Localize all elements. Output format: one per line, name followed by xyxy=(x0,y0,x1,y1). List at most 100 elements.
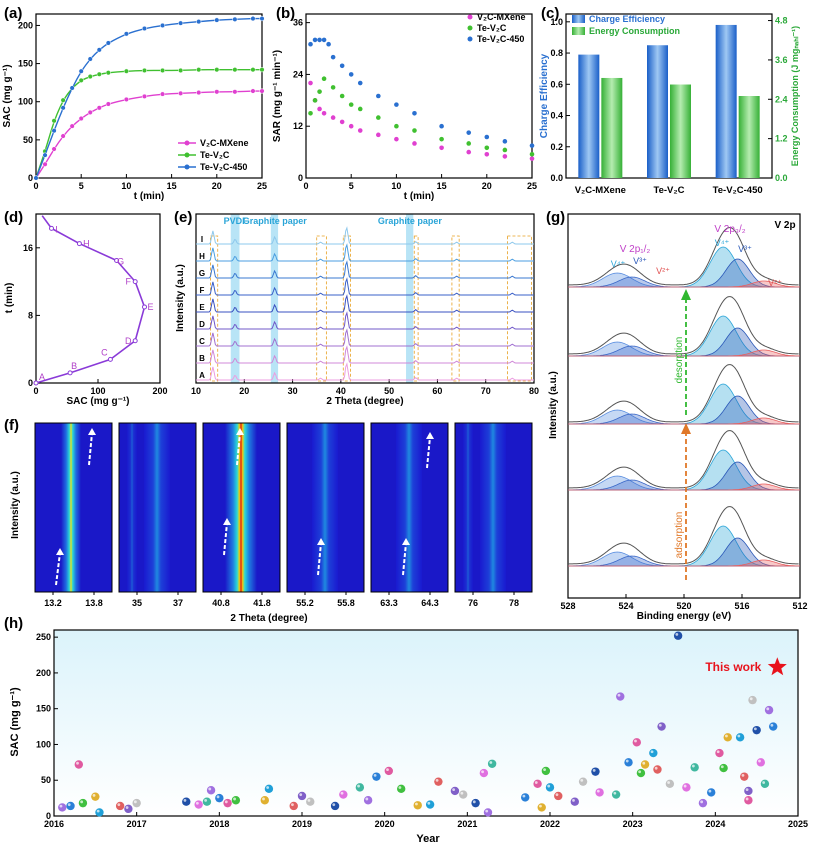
panel-label-e: (e) xyxy=(174,209,192,226)
bar-energy-consumption xyxy=(670,84,691,178)
data-point xyxy=(178,20,184,26)
data-point-highlight xyxy=(708,789,712,793)
arrow-head xyxy=(88,428,96,435)
x-tick-label: 50 xyxy=(384,386,394,396)
y-axis-title: Intensity (a.u.) xyxy=(175,264,186,332)
data-point xyxy=(123,68,129,74)
data-point xyxy=(115,801,125,811)
y-axis-title: SAR (mg g⁻¹ min⁻¹) xyxy=(272,50,283,142)
x-tick-label: 78 xyxy=(509,598,519,608)
x-tick-label: 2017 xyxy=(127,819,147,829)
series-label: F xyxy=(200,286,205,295)
dashed-box xyxy=(507,235,532,382)
xrd-pattern-line xyxy=(196,294,534,313)
legend-label: Te-V₂C-450 xyxy=(477,34,524,44)
y2-tick-label: 2.4 xyxy=(775,94,788,104)
dashed-box xyxy=(342,235,351,382)
this-work-label: This work xyxy=(705,660,761,674)
data-point-highlight xyxy=(753,727,757,731)
data-point xyxy=(339,119,345,125)
xrd-pattern-line xyxy=(196,311,534,330)
data-point-highlight xyxy=(117,803,121,807)
data-point xyxy=(412,110,417,116)
data-point xyxy=(96,47,102,53)
y-tick-label: 250 xyxy=(36,632,51,642)
heatmap-band xyxy=(480,423,506,592)
x-tick-label: 25 xyxy=(527,181,537,191)
data-point-highlight xyxy=(208,787,212,791)
point-label: F xyxy=(125,277,131,287)
x-tick-label: 0 xyxy=(33,386,38,396)
point-label: B xyxy=(71,361,77,371)
data-point xyxy=(673,631,683,640)
y2-axis-title: Energy Consumption (J mgₙₐₕₗ⁻¹) xyxy=(790,26,800,166)
data-point xyxy=(78,115,84,122)
data-point xyxy=(160,67,166,73)
data-point-highlight xyxy=(572,798,575,802)
xps-component-peak xyxy=(568,483,801,491)
data-point xyxy=(578,777,588,786)
xps-component-peak xyxy=(568,280,801,288)
x-tick-label: 0 xyxy=(303,181,308,191)
data-point xyxy=(69,85,75,91)
data-point-highlight xyxy=(555,793,559,797)
data-point xyxy=(259,16,265,22)
x-axis-title: t (min) xyxy=(404,191,435,202)
data-point xyxy=(33,175,39,181)
arrow-shaft xyxy=(402,542,407,576)
data-point-highlight xyxy=(658,723,662,727)
data-point-highlight xyxy=(133,800,137,804)
data-point xyxy=(317,89,322,94)
legend-label: Te-V₂C xyxy=(200,150,230,160)
legend-marker xyxy=(467,25,473,31)
x-tick-label: 5 xyxy=(79,181,84,191)
data-point xyxy=(66,801,75,811)
xrd-pattern-line xyxy=(196,345,534,364)
data-point xyxy=(114,257,120,263)
data-point xyxy=(141,25,148,32)
data-point xyxy=(665,779,675,789)
data-point xyxy=(194,800,203,809)
data-point xyxy=(479,768,489,778)
data-point xyxy=(202,797,212,806)
data-point-highlight xyxy=(485,809,489,813)
data-point-highlight xyxy=(762,781,766,784)
x-tick-label: 2023 xyxy=(623,819,643,829)
annotation-v2p32: V 2p₃/₂ xyxy=(714,224,745,235)
data-point xyxy=(87,73,93,80)
data-point-highlight xyxy=(667,781,670,784)
dashed-box xyxy=(210,235,219,382)
data-point xyxy=(529,156,535,161)
data-point xyxy=(348,123,354,129)
y-tick-label: 1.0 xyxy=(550,17,563,27)
data-point-highlight xyxy=(534,781,538,784)
data-point xyxy=(58,803,67,812)
y-axis-title: Intensity (a.u.) xyxy=(10,471,21,539)
data-point xyxy=(611,790,621,799)
data-point xyxy=(502,139,508,144)
heatmap-band xyxy=(312,423,338,592)
x-axis-title: t (min) xyxy=(134,191,165,202)
data-point xyxy=(466,130,472,135)
xps-component-peak xyxy=(568,417,801,425)
data-point xyxy=(715,748,724,758)
category-label: Te-V₂C xyxy=(654,185,685,196)
data-point-highlight xyxy=(654,766,658,770)
data-point xyxy=(533,779,542,789)
graphite-paper-annotation: Graphite paper xyxy=(378,216,443,226)
arrow-shaft xyxy=(55,552,61,586)
x-axis-title: 2 Theta (degree) xyxy=(230,613,307,624)
chart-title: V 2p xyxy=(774,220,795,231)
data-point xyxy=(69,123,75,129)
y-tick-label: 100 xyxy=(36,739,51,749)
xps-component-peak xyxy=(568,349,801,357)
data-point-highlight xyxy=(539,804,542,808)
data-point xyxy=(223,798,232,808)
data-point xyxy=(67,370,73,376)
series-line xyxy=(35,68,262,179)
series-label: D xyxy=(199,320,205,329)
data-point xyxy=(250,67,256,73)
annotation-v2: V²⁺ xyxy=(656,266,670,276)
data-point xyxy=(308,110,313,116)
data-point-highlight xyxy=(204,798,208,802)
